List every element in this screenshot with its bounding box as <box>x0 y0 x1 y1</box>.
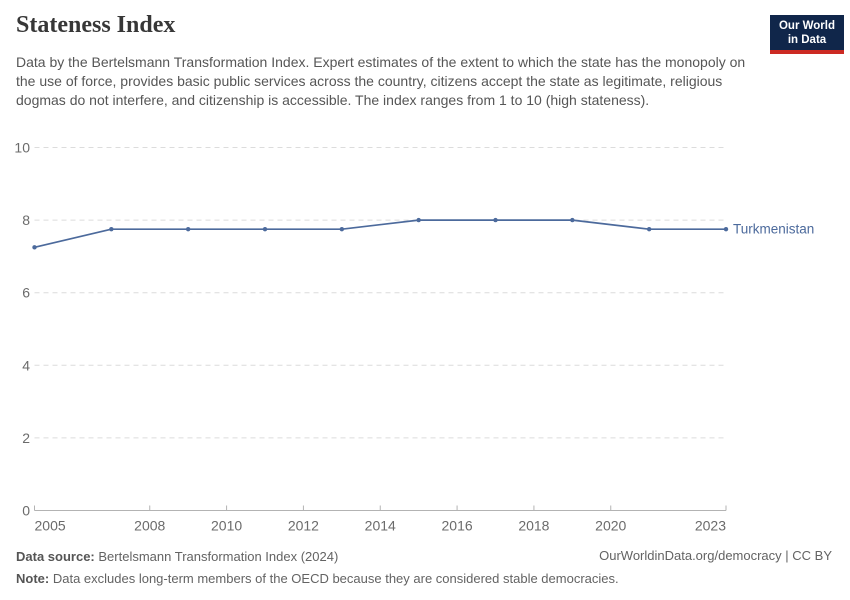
x-axis-tick-label: 2020 <box>595 518 626 534</box>
citation-link[interactable]: OurWorldinData.org/democracy | CC BY <box>599 548 832 563</box>
data-point <box>493 217 498 223</box>
page-title: Stateness Index <box>16 12 176 38</box>
note-line: Note: Data excludes long-term members of… <box>16 568 619 590</box>
data-point <box>570 217 575 223</box>
data-source-value: Bertelsmann Transformation Index (2024) <box>98 549 339 564</box>
data-point <box>185 226 191 232</box>
y-axis-tick-label: 8 <box>22 212 30 228</box>
data-point <box>723 226 729 232</box>
series-line-turkmenistan <box>33 219 727 249</box>
page-subtitle: Data by the Bertelsmann Transformation I… <box>16 54 746 108</box>
x-axis-tick-label: 2023 <box>695 518 726 534</box>
owid-logo-line2: in Data <box>787 34 827 46</box>
x-axis-tick-label: 2014 <box>365 518 396 534</box>
x-axis-tick-label: 2005 <box>35 518 66 534</box>
x-axis-tick-label: 2016 <box>442 518 473 534</box>
data-point <box>339 226 345 232</box>
y-axis-tick-label: 4 <box>22 357 30 373</box>
data-point <box>32 245 37 250</box>
owid-logo: Our World in Data <box>770 15 844 54</box>
data-point <box>262 226 268 232</box>
y-axis-tick-label: 2 <box>22 430 30 446</box>
x-axis-tick-label: 2008 <box>134 518 165 534</box>
y-axis-tick-label: 6 <box>22 285 30 301</box>
data-source-label: Data source: <box>16 549 95 564</box>
footer-notes: Data source: Bertelsmann Transformation … <box>16 546 619 590</box>
y-axis-tick-label: 0 <box>22 503 30 519</box>
x-axis-tick-label: 2010 <box>211 518 242 534</box>
x-axis-tick-label: 2012 <box>288 518 319 534</box>
data-point <box>646 226 652 232</box>
data-point <box>416 217 421 223</box>
x-axis-tick-label: 2018 <box>518 518 549 534</box>
note-label: Note: <box>16 571 50 586</box>
note-value: Data excludes long-term members of the O… <box>52 571 619 586</box>
y-axis-tick-label: 10 <box>14 140 30 156</box>
data-point <box>109 226 114 232</box>
owid-logo-line1: Our World <box>778 20 835 32</box>
data-source-line: Data source: Bertelsmann Transformation … <box>16 546 619 568</box>
series-label: Turkmenistan <box>733 222 814 237</box>
